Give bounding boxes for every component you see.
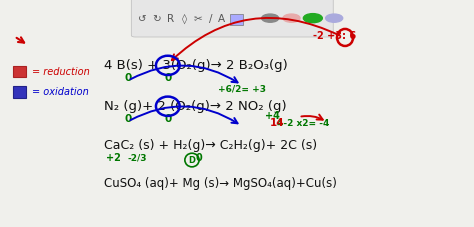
Circle shape bbox=[303, 14, 322, 23]
Text: 4-2 x2= -4: 4-2 x2= -4 bbox=[277, 119, 329, 128]
Text: -2/3: -2/3 bbox=[128, 153, 147, 162]
Text: ↺: ↺ bbox=[138, 14, 146, 24]
FancyBboxPatch shape bbox=[13, 66, 26, 77]
Text: 0: 0 bbox=[164, 73, 172, 83]
Text: +6/2= +3: +6/2= +3 bbox=[218, 84, 266, 93]
Text: ✂: ✂ bbox=[194, 14, 202, 24]
Text: ↻: ↻ bbox=[152, 14, 161, 24]
Circle shape bbox=[326, 14, 343, 22]
Text: ◊: ◊ bbox=[182, 13, 187, 24]
Text: R: R bbox=[167, 14, 174, 24]
Text: = oxidation: = oxidation bbox=[32, 87, 89, 97]
Text: CaC₂ (s) + H₂(g)→ C₂H₂(g)+ 2C (s): CaC₂ (s) + H₂(g)→ C₂H₂(g)+ 2C (s) bbox=[104, 139, 318, 152]
Circle shape bbox=[262, 14, 279, 22]
Text: = reduction: = reduction bbox=[32, 67, 90, 76]
Text: -2 +3: 6: -2 +3: 6 bbox=[313, 31, 356, 41]
Text: A: A bbox=[218, 14, 226, 24]
FancyBboxPatch shape bbox=[230, 14, 243, 25]
Text: 0: 0 bbox=[124, 73, 132, 83]
FancyBboxPatch shape bbox=[13, 86, 26, 98]
Text: 0: 0 bbox=[196, 153, 202, 163]
Text: 4 B(s) + 3(O₂(g)→ 2 B₂O₃(g): 4 B(s) + 3(O₂(g)→ 2 B₂O₃(g) bbox=[104, 59, 288, 72]
Text: □: □ bbox=[230, 14, 240, 24]
Text: 14: 14 bbox=[270, 118, 285, 128]
Text: +4: +4 bbox=[265, 111, 280, 121]
FancyBboxPatch shape bbox=[131, 0, 333, 37]
Text: 0: 0 bbox=[124, 114, 132, 124]
Text: CuSO₄ (aq)+ Mg (s)→ MgSO₄(aq)+Cu(s): CuSO₄ (aq)+ Mg (s)→ MgSO₄(aq)+Cu(s) bbox=[104, 177, 337, 190]
Text: N₂ (g)+ 2 (O₂(g)→ 2 NO₂ (g): N₂ (g)+ 2 (O₂(g)→ 2 NO₂ (g) bbox=[104, 100, 287, 113]
Text: /: / bbox=[209, 14, 213, 24]
Text: +2: +2 bbox=[106, 153, 121, 163]
Circle shape bbox=[283, 14, 300, 22]
Text: 0: 0 bbox=[164, 114, 172, 124]
Text: D: D bbox=[189, 155, 195, 165]
